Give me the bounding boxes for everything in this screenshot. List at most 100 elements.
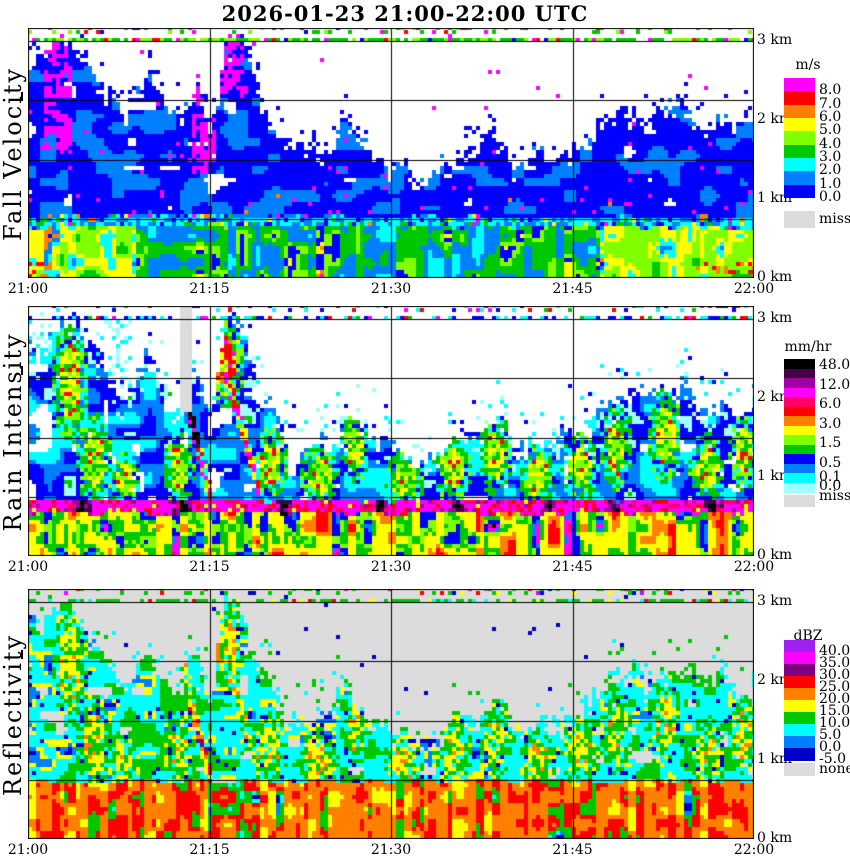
colorbar-band — [784, 748, 815, 761]
x-tick-label: 22:00 — [733, 842, 775, 858]
x-tick-label: 21:30 — [370, 842, 412, 858]
colorbar-tick-label: 35.0 — [819, 655, 850, 671]
colorbar-band — [784, 664, 815, 677]
y-tick-label: 3 km — [757, 32, 793, 48]
x-tick-label: 21:15 — [189, 281, 230, 297]
colorbar-tick-label: 6.0 — [819, 109, 842, 125]
colorbar-title: mm/hr — [784, 339, 832, 355]
colorbar-band — [784, 425, 815, 436]
colorbar-band — [784, 144, 815, 159]
x-tick-label: 21:00 — [7, 559, 49, 575]
x-tick-label: 21:30 — [370, 559, 412, 575]
colorbar-band — [784, 676, 815, 689]
colorbar-band — [784, 724, 815, 737]
colorbar-band — [784, 378, 815, 388]
y-tick-label: 1 km — [757, 468, 793, 484]
colorbar-missing-label: miss — [819, 488, 850, 504]
axis-label-tick — [21, 92, 23, 101]
colorbar-band — [784, 700, 815, 713]
colorbar-tick-label: -5.0 — [819, 751, 846, 767]
colorbar-band — [784, 482, 815, 493]
colorbar-tick-label: 4.0 — [819, 135, 842, 152]
y-tick-label: 2 km — [757, 672, 793, 688]
colorbar-band — [784, 416, 815, 426]
colorbar-tick-label: 8.0 — [819, 82, 842, 99]
colorbar-band — [784, 435, 815, 445]
y-tick-label: 0 km — [757, 269, 793, 285]
colorbar-band — [784, 91, 815, 106]
colorbar-missing-swatch — [784, 763, 815, 776]
colorbar-band — [784, 652, 815, 665]
x-tick-label: 21:15 — [189, 842, 230, 858]
y-axis-title-rain-intensity: Rain Intensity — [0, 332, 27, 532]
colorbar-band — [784, 397, 815, 407]
y-tick-label: 0 km — [757, 547, 793, 563]
x-tick-label: 21:30 — [370, 281, 412, 297]
colorbar-tick-label: 6.0 — [819, 396, 842, 412]
colorbar-band — [784, 359, 815, 369]
colorbar-missing-swatch — [784, 495, 815, 507]
y-tick-label: 3 km — [757, 310, 793, 326]
colorbar-band — [784, 406, 815, 417]
colorbar-band — [784, 387, 815, 398]
colorbar-band — [784, 640, 815, 653]
reflectivity-heatmap — [28, 589, 754, 839]
colorbar-band — [784, 158, 815, 172]
colorbar-tick-label: 25.0 — [819, 679, 850, 695]
fall-velocity-heatmap — [28, 28, 754, 278]
colorbar-missing-swatch — [784, 211, 815, 228]
colorbar-band — [784, 118, 815, 132]
x-tick-label: 21:15 — [189, 559, 230, 575]
x-tick-label: 21:45 — [552, 842, 593, 858]
colorbar-band — [784, 78, 815, 92]
colorbar-band — [784, 444, 815, 455]
colorbar-missing-label: miss — [819, 211, 850, 227]
colorbar-tick-label: 0.0 — [819, 189, 842, 205]
y-tick-label: 1 km — [757, 751, 793, 767]
colorbar-tick-label: 1.5 — [819, 435, 842, 451]
colorbar-band — [784, 712, 815, 725]
colorbar-tick-label: 48.0 — [819, 357, 850, 373]
x-tick-label: 21:45 — [552, 559, 593, 575]
rain-intensity-heatmap — [28, 306, 754, 556]
axis-label-tick — [21, 366, 23, 375]
colorbar-band — [784, 171, 815, 186]
axis-label-tick — [21, 650, 23, 659]
y-tick-label: 0 km — [757, 830, 793, 846]
colorbar-tick-label: 2.0 — [819, 162, 842, 179]
y-tick-label: 1 km — [757, 190, 793, 206]
y-tick-label: 3 km — [757, 593, 793, 609]
colorbar-band — [784, 131, 815, 146]
colorbar-band — [784, 368, 815, 379]
colorbar-tick-label: 0.1 — [819, 469, 842, 485]
colorbar-band — [784, 688, 815, 701]
colorbar-missing-label: none — [819, 761, 850, 777]
colorbar-tick-label: 3.0 — [819, 149, 842, 165]
x-tick-label: 21:00 — [7, 842, 49, 858]
colorbar-tick-label: 10.0 — [819, 715, 850, 731]
colorbar-band — [784, 184, 815, 199]
colorbar-tick-label: 1.0 — [819, 175, 842, 192]
x-tick-label: 21:00 — [7, 281, 49, 297]
colorbar-band — [784, 473, 815, 483]
x-tick-label: 22:00 — [733, 281, 775, 297]
colorbar-band — [784, 736, 815, 749]
colorbar-title: m/s — [795, 57, 821, 73]
y-tick-label: 2 km — [757, 111, 793, 127]
colorbar-tick-label: 7.0 — [819, 95, 842, 112]
colorbar-tick-label: 30.0 — [819, 667, 850, 683]
colorbar-band — [784, 104, 815, 119]
x-tick-label: 21:45 — [552, 281, 593, 297]
colorbar-tick-label: 0.0 — [819, 478, 842, 494]
colorbar-band — [784, 454, 815, 464]
y-axis-title-reflectivity: Reflectivity — [0, 633, 27, 797]
colorbar-tick-label: 5.0 — [819, 122, 842, 139]
colorbar-tick-label: 20.0 — [819, 691, 850, 707]
colorbar-tick-label: 15.0 — [819, 703, 850, 719]
y-tick-label: 2 km — [757, 389, 793, 405]
colorbar-tick-label: 0.5 — [819, 454, 842, 471]
colorbar-band — [784, 463, 815, 474]
colorbar-tick-label: 40.0 — [819, 643, 850, 659]
chart-title: 2026-01-23 21:00-22:00 UTC — [221, 1, 589, 26]
